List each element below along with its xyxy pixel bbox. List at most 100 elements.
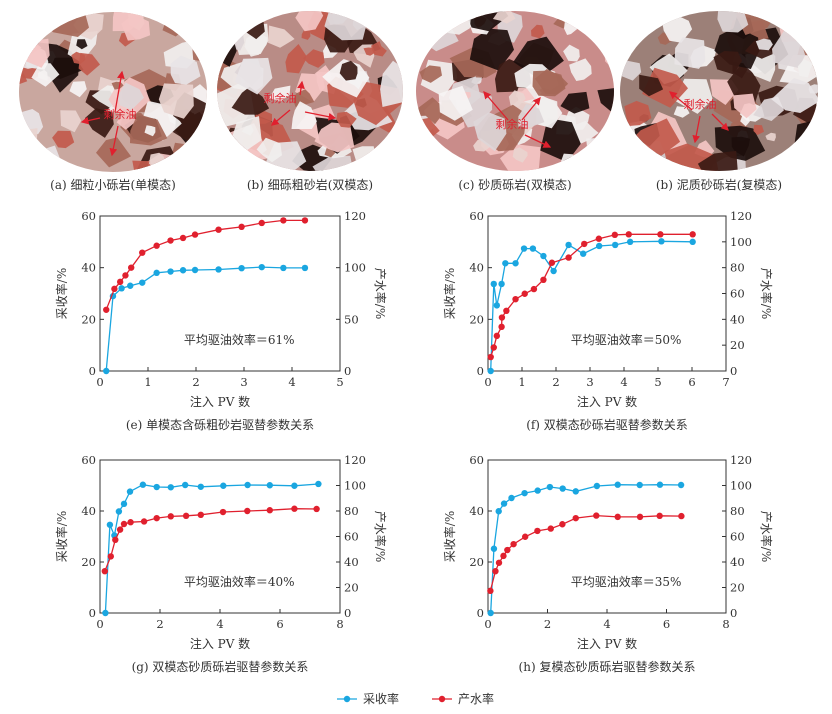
data-point-recovery — [139, 481, 147, 488]
chart-caption: (g) 双模态砂质砾岩驱替参数关系 — [132, 659, 309, 674]
photo-caption: (a) 细粒小砾岩(单模态) — [50, 177, 176, 192]
data-point-water-cut — [112, 536, 119, 544]
y2-tick-label: 50 — [344, 312, 359, 326]
arrow-icon — [109, 125, 119, 157]
data-point-water-cut — [498, 314, 506, 321]
data-point-recovery — [291, 482, 298, 489]
data-point-water-cut — [140, 518, 148, 525]
data-point-water-cut — [291, 505, 298, 512]
data-point-recovery — [280, 264, 287, 272]
y2-tick-label: 100 — [730, 235, 752, 249]
micrograph-d: 剩余油 — [620, 11, 818, 171]
x-tick-label: 6 — [688, 375, 695, 389]
data-point-recovery — [126, 488, 134, 495]
y2-tick-label: 120 — [730, 453, 752, 467]
y2-tick-label: 0 — [730, 364, 737, 378]
arrow-icon — [711, 113, 729, 131]
data-point-water-cut — [595, 235, 603, 242]
data-point-water-cut — [167, 513, 174, 520]
data-point-recovery — [153, 483, 160, 491]
series-line-recovery — [104, 483, 319, 614]
y2-tick-label: 120 — [344, 453, 366, 467]
data-point-recovery — [490, 280, 497, 288]
y-tick-label: 20 — [81, 555, 96, 569]
legend-label: 采收率 — [363, 691, 399, 706]
data-point-water-cut — [636, 513, 644, 521]
series-line-water-cut — [104, 508, 317, 572]
y2-tick-label: 40 — [730, 555, 745, 569]
data-point-recovery — [487, 609, 494, 617]
data-point-recovery — [540, 252, 547, 260]
data-point-water-cut — [111, 285, 118, 293]
y-tick-label: 40 — [469, 261, 484, 275]
data-point-water-cut — [625, 231, 632, 238]
data-point-recovery — [658, 238, 665, 245]
data-point-water-cut — [572, 514, 579, 522]
data-point-recovery — [500, 500, 508, 507]
data-point-recovery — [565, 241, 572, 249]
y2-tick-label: 0 — [344, 606, 351, 620]
micrograph-b: 剩余油 — [217, 11, 403, 171]
x-tick-label: 0 — [484, 375, 491, 389]
data-point-water-cut — [116, 526, 124, 533]
x-tick-label: 1 — [518, 375, 525, 389]
y-axis-label: 采收率/% — [442, 268, 457, 319]
data-point-recovery — [498, 280, 505, 288]
y2-tick-label: 120 — [730, 209, 752, 223]
y2-tick-label: 40 — [344, 555, 359, 569]
y-tick-label: 60 — [469, 453, 484, 467]
data-point-water-cut — [244, 507, 251, 515]
data-point-recovery — [611, 241, 619, 249]
data-point-recovery — [118, 285, 125, 292]
y-tick-label: 0 — [89, 364, 96, 378]
y2-tick-label: 80 — [730, 261, 745, 275]
data-point-water-cut — [139, 249, 146, 256]
legend: 采收率 产水率 — [337, 691, 494, 706]
arrow-icon — [692, 115, 701, 144]
arrow-icon — [483, 91, 509, 121]
data-point-recovery — [495, 508, 502, 515]
data-point-recovery — [301, 264, 309, 272]
y2-tick-label: 20 — [730, 581, 745, 595]
data-point-water-cut — [656, 512, 663, 520]
data-point-water-cut — [487, 353, 494, 361]
data-point-water-cut — [492, 567, 499, 575]
x-tick-label: 5 — [654, 375, 661, 389]
data-point-water-cut — [116, 278, 124, 286]
chart-caption: (f) 双模态砂砾岩驱替参数关系 — [526, 417, 688, 432]
data-point-recovery — [215, 266, 222, 273]
data-point-recovery — [182, 481, 189, 489]
y2-axis-label: 产水率/% — [373, 511, 388, 562]
plot-frame — [99, 459, 341, 614]
series-line-recovery — [490, 484, 682, 614]
data-point-water-cut — [219, 508, 227, 516]
data-point-water-cut — [266, 507, 273, 514]
data-point-recovery — [106, 521, 114, 528]
data-point-recovery — [103, 367, 110, 375]
x-tick-label: 0 — [96, 617, 103, 631]
x-tick-label: 2 — [156, 617, 163, 631]
data-point-water-cut — [540, 276, 547, 284]
x-tick-label: 6 — [276, 617, 283, 631]
data-point-water-cut — [521, 290, 528, 297]
arrow-icon — [297, 80, 305, 96]
plot-frame — [99, 215, 341, 372]
data-point-recovery — [614, 481, 621, 488]
annotation-efficiency: 平均驱油效率＝40% — [184, 574, 295, 589]
data-point-recovery — [521, 489, 528, 497]
micrograph-a: 剩余油 — [19, 12, 207, 172]
data-point-recovery — [636, 481, 643, 489]
micrograph-c: 剩余油 — [416, 11, 614, 171]
annotation-efficiency: 平均驱油效率＝50% — [571, 332, 682, 347]
data-point-water-cut — [238, 223, 245, 231]
data-point-recovery — [559, 485, 566, 492]
data-point-recovery — [102, 609, 109, 617]
y-axis-label: 采收率/% — [54, 268, 69, 319]
y2-tick-label: 0 — [344, 364, 351, 378]
data-point-recovery — [689, 238, 696, 246]
data-point-water-cut — [182, 512, 190, 520]
remaining-oil-label: 剩余油 — [104, 107, 137, 121]
